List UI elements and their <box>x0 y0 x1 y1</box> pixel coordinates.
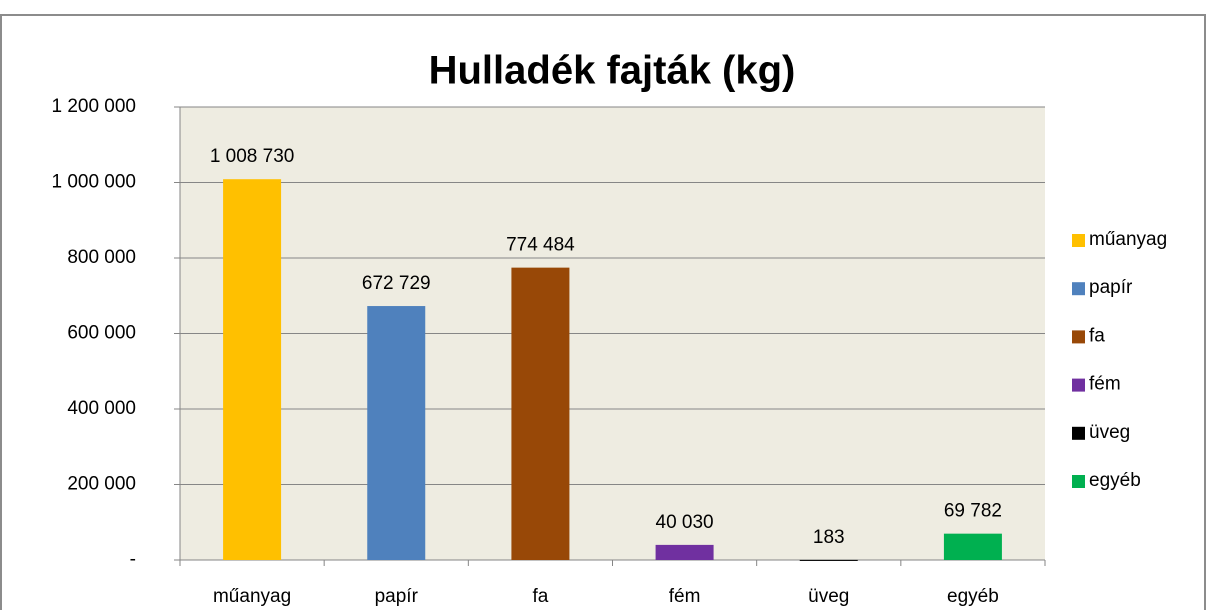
x-tick-label: papír <box>375 586 419 607</box>
legend-swatch <box>1072 282 1085 296</box>
legend-label: fém <box>1089 374 1121 395</box>
value-label: 774 484 <box>506 235 575 256</box>
y-tick-label: 400 000 <box>67 398 136 419</box>
legend-label: műanyag <box>1089 229 1167 250</box>
x-tick-label: üveg <box>808 586 849 607</box>
legend-label: egyéb <box>1089 470 1141 491</box>
legend-swatch <box>1072 426 1085 440</box>
value-label: 40 030 <box>656 512 714 533</box>
legend-label: üveg <box>1089 422 1130 443</box>
y-tick-label: 1 000 000 <box>51 172 136 193</box>
legend-swatch <box>1072 475 1085 488</box>
bar <box>943 533 1002 560</box>
bar <box>367 306 426 560</box>
y-tick-label: 800 000 <box>67 247 136 268</box>
bar <box>799 559 858 561</box>
bar <box>223 179 282 561</box>
x-tick-label: egyéb <box>947 586 999 607</box>
bar <box>655 544 714 560</box>
x-tick-label: fa <box>532 586 548 607</box>
legend-swatch <box>1072 378 1085 392</box>
x-tick-label: fém <box>669 586 701 607</box>
y-tick-label: 1 200 000 <box>51 96 136 117</box>
y-tick-label: 200 000 <box>67 474 136 495</box>
legend-swatch <box>1072 234 1085 247</box>
y-tick-label: - <box>130 549 136 570</box>
value-label: 672 729 <box>362 273 431 294</box>
legend-swatch <box>1072 330 1085 344</box>
y-tick-label: 600 000 <box>67 323 136 344</box>
legend-label: papír <box>1089 277 1133 298</box>
chart-title: Hulladék fajták (kg) <box>429 49 796 93</box>
x-tick-label: műanyag <box>213 586 291 607</box>
value-label: 183 <box>813 527 845 548</box>
legend-label: fa <box>1089 325 1105 346</box>
bar <box>511 267 570 560</box>
value-label: 1 008 730 <box>210 146 295 167</box>
value-label: 69 782 <box>944 501 1002 522</box>
